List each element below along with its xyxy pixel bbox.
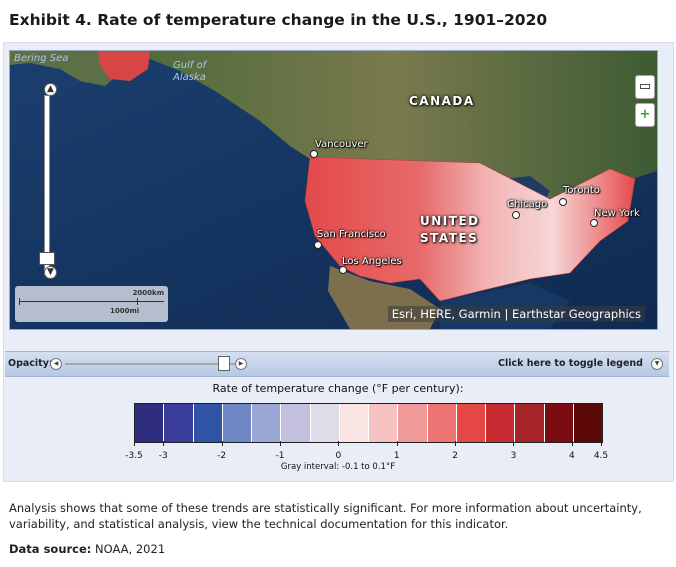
canada-land xyxy=(130,51,657,201)
legend-swatch xyxy=(427,404,457,442)
opacity-slider-handle[interactable] xyxy=(218,356,231,371)
data-source: Data source: NOAA, 2021 xyxy=(9,542,165,556)
legend-swatch xyxy=(398,404,428,442)
legend-color-scale xyxy=(134,403,603,443)
zoom-down-icon[interactable]: ▼ xyxy=(44,266,57,279)
temperature-map[interactable]: Bering Sea Gulf of Alaska CANADA UNITED … xyxy=(9,50,658,330)
new-york-marker xyxy=(590,219,598,227)
legend-tick-label: 1 xyxy=(393,451,400,461)
legend-swatch xyxy=(573,404,602,442)
gulf-of-alaska-label-2: Alaska xyxy=(173,72,206,83)
legend-tick-label: 3 xyxy=(510,451,517,461)
legend-tick-label: 2 xyxy=(452,451,458,461)
city-label-los-angeles: Los Angeles xyxy=(342,256,402,267)
states-label: STATES xyxy=(420,231,479,245)
city-label-san-francisco: San Francisco xyxy=(317,229,386,240)
legend-tick-label: 4 xyxy=(568,451,575,461)
opacity-label: Opacity: xyxy=(8,358,53,369)
legend-tick xyxy=(221,441,223,446)
chicago-marker xyxy=(512,211,520,219)
exhibit-title: Exhibit 4. Rate of temperature change in… xyxy=(9,11,548,29)
opacity-decrease-icon[interactable]: ◀ xyxy=(50,358,62,370)
legend-tick-label: -3 xyxy=(158,451,168,461)
legend-swatch xyxy=(456,404,486,442)
legend-swatch xyxy=(222,404,252,442)
analysis-paragraph: Analysis shows that some of these trends… xyxy=(9,501,642,531)
gulf-of-alaska-label-1: Gulf of xyxy=(173,60,207,71)
legend-swatch xyxy=(135,404,165,442)
layers-icon[interactable]: ▭ xyxy=(635,75,655,99)
vancouver-marker xyxy=(310,150,318,158)
legend-title: Rate of temperature change (°F per centu… xyxy=(212,382,464,395)
legend-swatch xyxy=(281,404,311,442)
legend-swatch xyxy=(164,404,194,442)
city-label-toronto: Toronto xyxy=(563,185,600,196)
scale-bar: 2000km 1000mi xyxy=(15,286,168,322)
legend-tick xyxy=(455,441,457,446)
chevron-down-icon[interactable]: ▼ xyxy=(651,358,663,370)
legend-tick-label: -1 xyxy=(275,451,285,461)
los-angeles-marker xyxy=(339,266,347,274)
alaska-land xyxy=(10,51,125,86)
legend-tick xyxy=(571,441,573,446)
opacity-increase-icon[interactable]: ▶ xyxy=(235,358,247,370)
legend-tick-label: 0 xyxy=(335,451,342,461)
zoom-up-icon[interactable]: ▲ xyxy=(44,83,57,96)
city-label-chicago: Chicago xyxy=(507,199,548,210)
canada-label: CANADA xyxy=(409,94,475,108)
legend-swatch xyxy=(515,404,545,442)
toggle-legend-link[interactable]: Click here to toggle legend xyxy=(498,358,643,369)
legend-tick xyxy=(513,441,515,446)
legend-tick xyxy=(601,441,602,446)
legend-swatch xyxy=(544,404,574,442)
legend-tick xyxy=(279,441,281,446)
legend-tick-label: 4.5 xyxy=(593,451,609,461)
legend-tick xyxy=(163,441,165,446)
city-label-vancouver: Vancouver xyxy=(315,139,368,150)
legend-tick-label: -2 xyxy=(217,451,227,461)
zoom-slider-handle[interactable] xyxy=(39,252,55,265)
opacity-toolbar: Opacity: ◀ ▶ Click here to toggle legend… xyxy=(5,351,669,377)
legend-swatch xyxy=(252,404,282,442)
toronto-marker xyxy=(559,198,567,206)
legend-tick xyxy=(134,441,135,446)
opacity-slider-track[interactable] xyxy=(65,363,237,365)
zoom-slider-track[interactable] xyxy=(44,95,50,275)
scale-km-label: 2000km xyxy=(132,289,164,297)
legend-swatch xyxy=(310,404,340,442)
data-source-value: NOAA, 2021 xyxy=(95,542,166,556)
legend-swatch xyxy=(193,404,223,442)
data-source-label: Data source: xyxy=(9,542,92,556)
map-canvas xyxy=(10,51,657,329)
legend-swatch xyxy=(369,404,399,442)
map-attribution: Esri, HERE, Garmin | Earthstar Geographi… xyxy=(387,306,645,322)
legend-tick xyxy=(396,441,398,446)
bering-sea-label: Bering Sea xyxy=(14,53,69,64)
legend-tick xyxy=(338,441,340,446)
legend-swatch xyxy=(339,404,369,442)
united-label: UNITED xyxy=(420,214,480,228)
plus-icon[interactable]: + xyxy=(635,103,655,127)
legend-swatch xyxy=(486,404,516,442)
gray-interval-note: Gray interval: -0.1 to 0.1°F xyxy=(280,462,396,472)
san-francisco-marker xyxy=(314,241,322,249)
scale-line xyxy=(19,301,164,302)
alaska-red xyxy=(98,51,150,81)
us-land xyxy=(304,156,636,302)
scale-mi-label: 1000mi xyxy=(110,307,140,315)
city-label-new-york: New York xyxy=(594,208,640,219)
legend-tick-label: -3.5 xyxy=(125,451,143,461)
